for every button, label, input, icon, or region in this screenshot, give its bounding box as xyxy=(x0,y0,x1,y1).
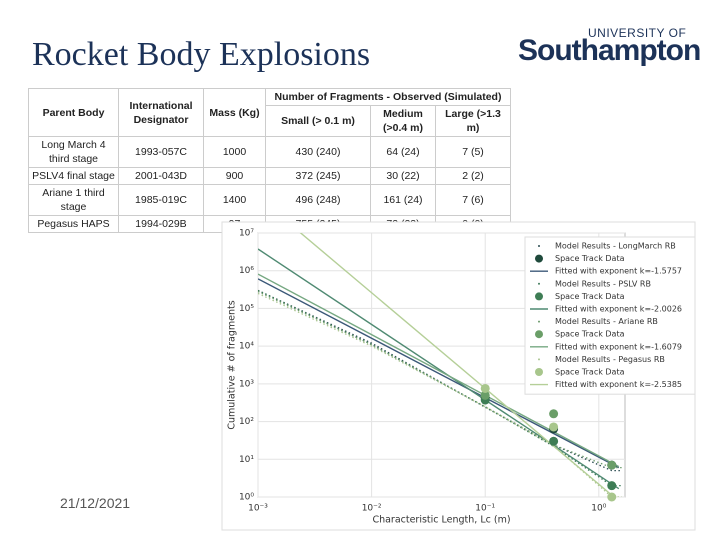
table-cell: 30 (22) xyxy=(370,167,436,185)
table-cell: 430 (240) xyxy=(265,136,371,168)
legend-label: Model Results - LongMarch RB xyxy=(555,242,676,251)
data-point xyxy=(480,390,490,400)
table-cell: 64 (24) xyxy=(370,136,436,168)
table-cell: 2001-043D xyxy=(118,167,204,185)
legend-label: Fitted with exponent k=-1.6079 xyxy=(555,342,682,351)
fit-line xyxy=(258,248,620,490)
y-axis-label: Cumulative # of fragments xyxy=(227,300,238,429)
y-tick-label: 10³ xyxy=(239,379,254,389)
y-tick-label: 10⁶ xyxy=(239,266,254,276)
fit-line xyxy=(258,278,620,469)
legend-box xyxy=(524,236,696,395)
logo-name: Southampton xyxy=(518,34,701,67)
data-point xyxy=(607,481,617,491)
data-point xyxy=(549,422,559,432)
y-tick-label: 10⁵ xyxy=(239,304,254,314)
plot-layer xyxy=(258,233,623,497)
table-cell: Pegasus HAPS xyxy=(28,215,119,233)
table-row: Ariane 1 third stage 1985-019C 1400 496 (24… xyxy=(28,184,512,216)
legend-label: Fitted with exponent k=-1.5757 xyxy=(555,267,682,276)
table-row: PSLV4 final stage 2001-043D 900 372 (245) 30… xyxy=(28,167,512,185)
legend-symbol xyxy=(535,292,543,301)
slide-date: 21/12/2021 xyxy=(60,495,131,511)
header-cell: Parent Body xyxy=(28,88,119,137)
data-point xyxy=(549,409,559,419)
header-row: Parent Body International Designator Mass … xyxy=(28,88,512,137)
table-cell: 161 (24) xyxy=(370,184,436,216)
data-point xyxy=(607,460,617,470)
x-axis-label: Characteristic Length, Lc (m) xyxy=(372,515,510,526)
data-point xyxy=(480,383,490,393)
legend-label: Model Results - PSLV RB xyxy=(555,279,651,288)
legend-symbol xyxy=(535,368,543,376)
table-cell: 1400 xyxy=(203,184,266,216)
table-cell: 496 (248) xyxy=(265,184,371,216)
table-cell: 1985-019C xyxy=(118,184,204,216)
table-cell: 1993-057C xyxy=(118,136,204,168)
x-tick-label: 10⁻³ xyxy=(248,504,268,514)
legend-label: Space Track Data xyxy=(555,292,625,301)
subheader-cell: Large (>1.3 m) xyxy=(434,105,512,137)
legend-label: Space Track Data xyxy=(555,368,625,377)
legend-label: Fitted with exponent k=-2.5385 xyxy=(555,380,682,389)
legend-symbol xyxy=(538,282,540,285)
header-cell: Number of Fragments - Observed (Simulate… xyxy=(264,88,512,106)
legend-symbol xyxy=(538,245,540,247)
legend-symbol xyxy=(538,358,540,361)
table-cell: Long March 4 third stage xyxy=(28,136,119,168)
y-tick-label: 10¹ xyxy=(239,455,254,465)
legend-label: Space Track Data xyxy=(555,330,625,339)
x-tick-label: 10⁰ xyxy=(591,504,606,514)
model-line xyxy=(258,292,623,497)
data-point xyxy=(549,436,559,446)
logo-line: UNIVERSITY OF xyxy=(588,26,687,40)
y-tick-label: 10² xyxy=(239,417,254,427)
fit-line xyxy=(299,233,616,497)
fit-line xyxy=(258,273,620,468)
legend-label: Model Results - Ariane RB xyxy=(555,317,658,326)
data-table: Parent Body International Designator Mass … xyxy=(28,88,512,233)
legend-symbol xyxy=(538,320,540,323)
legend-label: Model Results - Pegasus RB xyxy=(555,355,665,364)
subheader-cell: Small (> 0.1 m) xyxy=(265,105,371,137)
model-line xyxy=(258,289,623,472)
header-cell: International Designator xyxy=(118,88,204,137)
slide-title: Rocket Body Explosions xyxy=(32,36,371,73)
x-tick-label: 10⁻² xyxy=(362,504,382,514)
y-tick-label: 10⁴ xyxy=(239,342,254,352)
y-tick-label: 10⁰ xyxy=(239,493,254,503)
legend-symbol xyxy=(535,330,543,339)
legend-label: Space Track Data xyxy=(555,254,625,263)
table-cell: 7 (5) xyxy=(434,136,512,168)
legend-symbol xyxy=(535,254,543,263)
x-tick-label: 10⁻¹ xyxy=(475,504,495,514)
table-row: Long March 4 third stage 1993-057C 1000 430… xyxy=(28,136,512,168)
legend-label: Fitted with exponent k=-2.0026 xyxy=(555,305,682,314)
data-point xyxy=(607,492,617,502)
y-tick-label: 10⁷ xyxy=(239,229,254,239)
table-cell: 1994-029B xyxy=(118,215,204,233)
table-cell: 1000 xyxy=(203,136,266,168)
